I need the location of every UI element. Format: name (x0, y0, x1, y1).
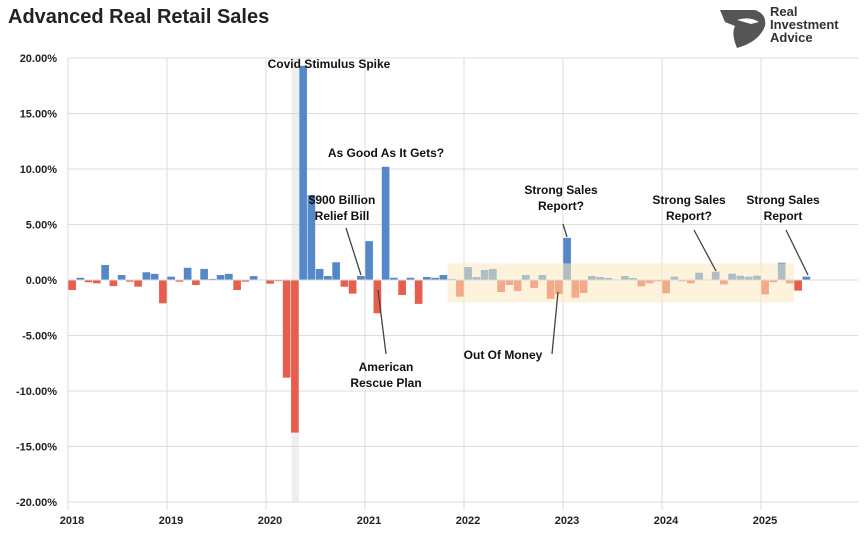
bar (390, 277, 398, 280)
annotation-label: As Good As It Gets? (328, 146, 444, 160)
bar (68, 280, 76, 290)
bar (109, 280, 118, 287)
highlight-box (447, 263, 794, 303)
x-tick-label: 2020 (258, 515, 282, 527)
y-tick-label: 10.00% (20, 164, 58, 176)
bar (431, 277, 439, 280)
logo-text: Real Investment Advice (770, 5, 839, 44)
bar (200, 268, 208, 280)
bar (439, 275, 448, 280)
bar (93, 280, 101, 284)
bar (208, 278, 217, 280)
bar (225, 273, 233, 280)
y-tick-label: 20.00% (20, 53, 58, 65)
x-tick-label: 2021 (357, 515, 381, 527)
bar (406, 277, 415, 280)
annotation-pointer-line (785, 229, 809, 276)
bar (192, 280, 200, 285)
y-tick-label: 5.00% (26, 220, 57, 232)
annotation-pointer-line (377, 289, 387, 355)
bar (802, 276, 811, 280)
annotation-label: American (359, 360, 414, 374)
bar (365, 241, 373, 280)
bar (423, 277, 431, 280)
x-tick-label: 2023 (555, 515, 579, 527)
bar (134, 280, 142, 287)
annotation-label: Strong Sales (746, 193, 820, 207)
annotation-pointer-line (551, 291, 559, 355)
bar (241, 280, 250, 282)
bar (563, 237, 571, 280)
x-tick-label: 2019 (159, 515, 183, 527)
x-tick-label: 2024 (654, 515, 679, 527)
annotation-label: Strong Sales (652, 193, 726, 207)
bar (101, 265, 109, 280)
x-tick-label: 2022 (456, 515, 480, 527)
bar (150, 273, 159, 280)
bar (398, 280, 406, 295)
bar (324, 276, 332, 280)
bar (249, 276, 258, 280)
logo-line: Investment (770, 17, 839, 32)
annotation-label: Rescue Plan (350, 376, 421, 390)
x-tick-label: 2018 (60, 515, 84, 527)
bar (332, 262, 340, 280)
annotation-label: Strong Sales (524, 183, 598, 197)
y-tick-label: 0.00% (26, 275, 57, 287)
bar (159, 280, 167, 304)
annotation-label: Out Of Money (464, 348, 543, 362)
y-tick-label: -20.00% (16, 497, 57, 509)
annotation-label: Relief Bill (315, 209, 370, 223)
bar (274, 280, 283, 282)
chart-title: Advanced Real Retail Sales (8, 6, 270, 28)
bar (315, 268, 324, 280)
bar (307, 195, 316, 280)
logo-line: Real (770, 4, 798, 19)
bar (233, 280, 241, 290)
y-tick-label: -5.00% (22, 331, 57, 343)
bar (266, 280, 274, 284)
bar (216, 275, 225, 280)
annotation-label: Report (764, 209, 803, 223)
bar (794, 280, 802, 291)
bar (291, 280, 299, 433)
bar (167, 276, 175, 280)
bar (373, 280, 382, 314)
eagle-logo-icon (720, 10, 766, 48)
annotation-label: Report? (538, 199, 584, 213)
bar (76, 277, 85, 280)
bar (340, 280, 349, 287)
annotation-label: Report? (666, 209, 712, 223)
bar (357, 276, 365, 280)
annotation-label: Covid Stimulus Spike (268, 57, 391, 71)
annotation-label: $900 Billion (309, 193, 376, 207)
bar (381, 166, 390, 280)
bar (142, 272, 151, 280)
x-tick-label: 2025 (753, 515, 777, 527)
bar (299, 65, 307, 281)
annotation-pointer-line (345, 227, 362, 276)
bar (175, 280, 184, 282)
bar (117, 275, 126, 280)
bar (84, 280, 93, 283)
bar (414, 280, 423, 304)
bar (282, 280, 291, 378)
y-tick-label: -10.00% (16, 386, 57, 398)
bar (126, 280, 134, 282)
annotation-pointer-line (562, 223, 568, 238)
y-tick-label: 15.00% (20, 109, 58, 121)
bar (348, 280, 357, 294)
logo-line: Advice (770, 30, 813, 45)
bar (183, 267, 192, 280)
y-tick-label: -15.00% (16, 442, 57, 454)
annotation-pointer-line (693, 229, 717, 272)
